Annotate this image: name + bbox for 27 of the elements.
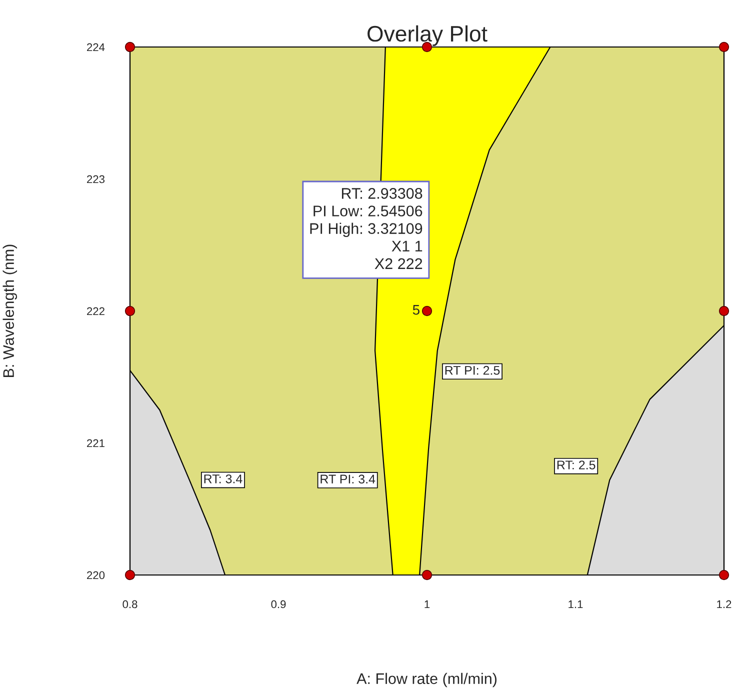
point [718, 42, 730, 52]
x-tick-label: 0.9 [271, 600, 286, 608]
annotation: 5 [412, 305, 420, 315]
point [718, 306, 730, 316]
y-tick-label: 222 [87, 307, 104, 316]
annotation: RT: 2.93308 PI Low: 2.54506 PI High: 3.32109 X1 1 X2 222 [310, 188, 422, 269]
y-tick-label: 220 [87, 571, 105, 580]
point [718, 570, 730, 580]
x-tick-label: 1.2 [717, 600, 732, 608]
series-label: RT: 3.4 [204, 474, 242, 484]
y-tick-label: 221 [87, 439, 104, 448]
x-tick-label: 1.1 [568, 600, 583, 608]
x-axis-title: A: Flow rate (ml/min) [356, 672, 497, 688]
point [124, 42, 136, 52]
series-label: RT PI: 3.4 [320, 474, 376, 484]
point [124, 570, 136, 580]
point [422, 570, 432, 580]
series-label: RT PI: 2.5 [445, 366, 500, 375]
y-tick-label: 223 [87, 175, 105, 184]
x-tick-label: 0.8 [122, 600, 138, 608]
series-label: RT: 2.5 [557, 460, 596, 470]
y-tick-label: 224 [87, 43, 105, 52]
y-axis-title: B: Wavelength (nm) [2, 244, 18, 377]
point [124, 306, 136, 316]
x-tick-label: 1 [424, 600, 430, 608]
chart-title: Overlay Plot [368, 25, 488, 46]
point [422, 306, 432, 316]
